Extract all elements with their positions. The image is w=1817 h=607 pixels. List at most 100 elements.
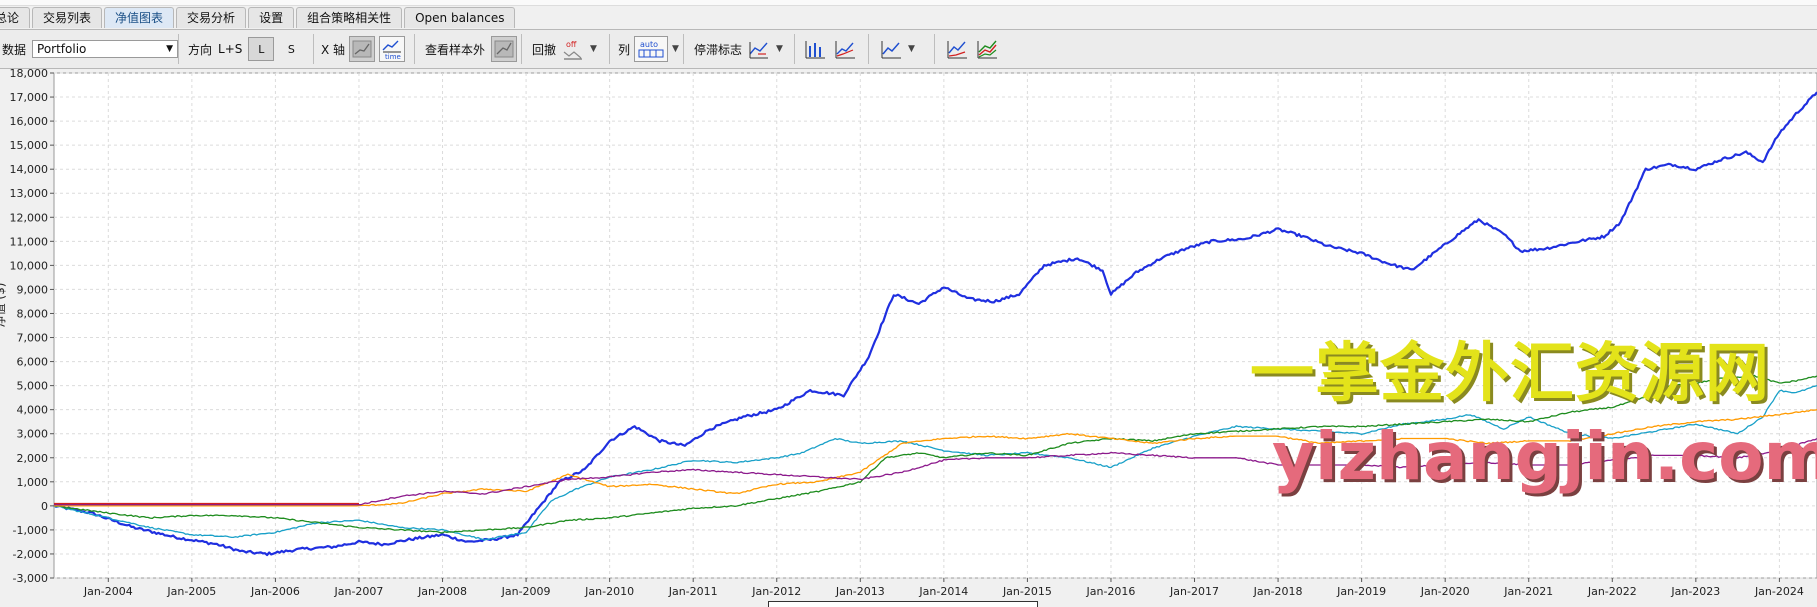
columns-group: 列 auto ▼ bbox=[618, 30, 679, 68]
x-tick-label: Jan-2020 bbox=[1420, 585, 1470, 598]
tab-summary[interactable]: 总论 bbox=[0, 7, 31, 28]
y-axis-label: 净值 ($) bbox=[0, 283, 7, 328]
auto-label: auto bbox=[640, 40, 658, 49]
chart-type-group: ▼ bbox=[878, 30, 915, 68]
watermark-text-url: yizhangjin.com bbox=[1272, 418, 1817, 495]
y-tick-label: 11,000 bbox=[10, 235, 49, 248]
chevron-down-icon: ▼ bbox=[166, 44, 174, 54]
x-tick-label: Jan-2010 bbox=[584, 585, 634, 598]
y-tick-label: 9,000 bbox=[17, 283, 49, 296]
toolbar-divider bbox=[414, 34, 415, 64]
y-tick-label: 16,000 bbox=[10, 115, 49, 128]
toolbar-divider bbox=[521, 34, 522, 64]
oos-toggle-icon[interactable] bbox=[491, 36, 518, 62]
x-tick-label: Jan-2019 bbox=[1336, 585, 1386, 598]
toolbar-divider bbox=[934, 34, 935, 64]
tab-settings[interactable]: 设置 bbox=[248, 7, 295, 28]
window-top-edge bbox=[0, 0, 1817, 6]
stagnation-group: 停滞标志 ▼ bbox=[694, 30, 783, 68]
y-tick-label: 17,000 bbox=[10, 91, 49, 104]
direction-group: 方向 L+S L S bbox=[188, 30, 304, 68]
equity-chart-area: -3,000 -2,000 -1,000 0 1,000 2,000 3,000 4,000 5… bbox=[0, 69, 1817, 606]
equity-chart: -3,000 -2,000 -1,000 0 1,000 2,000 3,000 4,000 5… bbox=[0, 69, 1817, 598]
direction-long-button[interactable]: L bbox=[248, 37, 275, 61]
tab-open-balances[interactable]: Open balances bbox=[404, 7, 516, 28]
direction-short-button[interactable]: S bbox=[287, 42, 295, 56]
x-tick-label: Jan-2006 bbox=[250, 585, 300, 598]
bar-chart-icon[interactable] bbox=[802, 36, 828, 62]
chevron-down-icon[interactable]: ▼ bbox=[672, 44, 679, 54]
x-tick-label: Jan-2013 bbox=[835, 585, 885, 598]
y-tick-label: 3,000 bbox=[17, 428, 49, 441]
x-tick-label: Jan-2007 bbox=[334, 585, 384, 598]
x-tick-label: Jan-2011 bbox=[668, 585, 718, 598]
toolbar-divider bbox=[794, 34, 795, 64]
y-tick-label: 12,000 bbox=[10, 211, 49, 224]
y-tick-label: 15,000 bbox=[10, 139, 49, 152]
single-equity-icon[interactable] bbox=[944, 36, 970, 62]
y-tick-label: 2,000 bbox=[17, 452, 49, 465]
y-tick-label: 18,000 bbox=[10, 69, 49, 80]
x-tick-label: Jan-2004 bbox=[83, 585, 133, 598]
toolbar-divider bbox=[868, 34, 869, 64]
x-tick-label: Jan-2014 bbox=[918, 585, 968, 598]
columns-auto-icon[interactable]: auto bbox=[634, 36, 669, 62]
x-tick-label: Jan-2023 bbox=[1670, 585, 1720, 598]
y-tick-label: -2,000 bbox=[13, 548, 48, 561]
x-tick-label: Jan-2018 bbox=[1253, 585, 1303, 598]
dataset-group: 数据 Portfolio ▼ bbox=[2, 30, 179, 68]
x-tick-label: Jan-2012 bbox=[751, 585, 801, 598]
line-chart-icon[interactable] bbox=[878, 36, 904, 62]
tab-trade-list[interactable]: 交易列表 bbox=[32, 7, 103, 28]
direction-label: 方向 bbox=[188, 42, 213, 57]
xaxis-label: X 轴 bbox=[321, 42, 346, 57]
tab-equity-chart[interactable]: 净值图表 bbox=[104, 7, 175, 28]
series-line-2 bbox=[53, 374, 1817, 534]
drawdown-off-icon[interactable]: off bbox=[560, 36, 586, 62]
y-tick-label: 14,000 bbox=[10, 163, 49, 176]
y-tick-label: 7,000 bbox=[17, 332, 49, 345]
toolbar-divider bbox=[178, 34, 179, 64]
chevron-down-icon[interactable]: ▼ bbox=[776, 44, 783, 54]
oos-label: 查看样本外 bbox=[425, 42, 486, 57]
multi-equity-icon[interactable] bbox=[974, 36, 1000, 62]
y-tick-label: 6,000 bbox=[17, 356, 49, 369]
toolbar-divider bbox=[683, 34, 684, 64]
xaxis-group: X 轴 time bbox=[321, 30, 406, 68]
series-line-3 bbox=[54, 409, 1817, 507]
tab-bar: 总论 交易列表 净值图表 交易分析 设置 组合策略相关性 Open balanc… bbox=[0, 7, 516, 29]
tab-correlation[interactable]: 组合策略相关性 bbox=[296, 7, 403, 28]
chevron-down-icon[interactable]: ▼ bbox=[908, 44, 915, 54]
y-tick-label: -3,000 bbox=[13, 572, 48, 585]
drawdown-group: 回撤 off ▼ bbox=[532, 30, 597, 68]
oos-group: 查看样本外 bbox=[425, 30, 518, 68]
watermark-text-cn: 一掌金外汇资源网 bbox=[1250, 337, 1770, 411]
chart-style-group bbox=[802, 30, 858, 68]
y-tick-label: 1,000 bbox=[17, 476, 49, 489]
columns-label: 列 bbox=[618, 42, 631, 57]
tab-trade-analysis[interactable]: 交易分析 bbox=[176, 7, 247, 28]
x-tick-label: Jan-2015 bbox=[1002, 585, 1052, 598]
series-line-4 bbox=[54, 437, 1817, 506]
xaxis-time-icon[interactable]: time bbox=[379, 36, 406, 62]
direction-all-button[interactable]: L+S bbox=[218, 42, 243, 56]
x-tick-label: Jan-2008 bbox=[417, 585, 467, 598]
dataset-select-value: Portfolio bbox=[37, 42, 87, 56]
y-tick-label: -1,000 bbox=[13, 524, 48, 537]
series-line-0 bbox=[53, 91, 1817, 557]
chart-toolbar: 数据 Portfolio ▼ 方向 L+S L S X 轴 time 查看样本外… bbox=[0, 29, 1817, 69]
y-tick-label: 0 bbox=[41, 500, 48, 513]
x-tick-label: Jan-2021 bbox=[1503, 585, 1553, 598]
x-tick-label: Jan-2022 bbox=[1587, 585, 1637, 598]
chart-scroll-selector[interactable] bbox=[768, 601, 1038, 607]
stagnation-icon[interactable] bbox=[746, 36, 772, 62]
y-tick-label: 10,000 bbox=[10, 259, 49, 272]
xaxis-trades-icon[interactable] bbox=[349, 36, 376, 62]
equity-mae-icon[interactable] bbox=[832, 36, 858, 62]
chevron-down-icon[interactable]: ▼ bbox=[590, 44, 597, 54]
compare-group bbox=[944, 30, 1000, 68]
x-tick-label: Jan-2009 bbox=[501, 585, 551, 598]
dataset-label: 数据 bbox=[2, 42, 27, 57]
y-tick-label: 4,000 bbox=[17, 404, 49, 417]
dataset-select[interactable]: Portfolio ▼ bbox=[32, 40, 179, 58]
